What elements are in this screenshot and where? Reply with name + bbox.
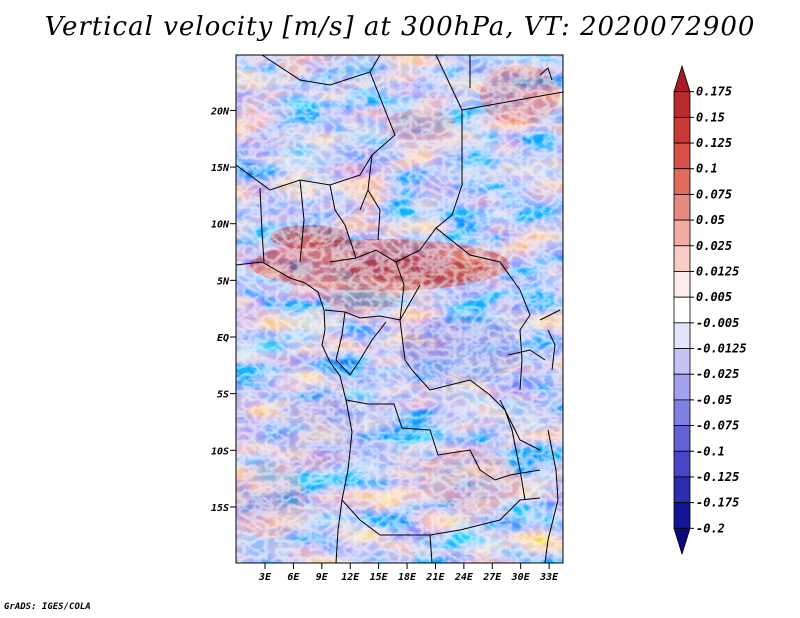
colorbar-label: -0.125 bbox=[696, 470, 739, 484]
colorbar-label: -0.1 bbox=[696, 444, 725, 458]
country-borders bbox=[236, 55, 563, 563]
lat-label: EQ bbox=[217, 333, 229, 344]
colorbar-swatch bbox=[673, 91, 691, 118]
colorbar-label: 0.175 bbox=[696, 85, 732, 99]
colorbar-label: 0.1 bbox=[696, 162, 718, 176]
colorbar-swatch bbox=[673, 373, 691, 401]
colorbar-swatch bbox=[673, 348, 691, 375]
colorbar-swatch bbox=[673, 502, 691, 529]
lon-label: 30E bbox=[511, 572, 531, 583]
lon-label: 6E bbox=[287, 572, 300, 583]
lon-label: 3E bbox=[258, 572, 272, 583]
colorbar-label: -0.005 bbox=[696, 316, 739, 330]
map-title: Vertical velocity [m/s] at 300hPa, VT: 2… bbox=[44, 12, 756, 42]
latitude-axis: 20N 15N 10N 5N EQ 5S 10S 15S bbox=[210, 106, 236, 514]
lon-label: 33E bbox=[539, 572, 559, 583]
colorbar-label: 0.005 bbox=[696, 290, 732, 304]
lon-label: 18E bbox=[398, 572, 417, 583]
lon-label: 12E bbox=[341, 572, 360, 583]
colorbar-label: 0.0125 bbox=[696, 264, 739, 278]
colorbar-swatch bbox=[673, 219, 691, 247]
colorbar-label: -0.05 bbox=[696, 393, 732, 407]
colorbar-label: 0.075 bbox=[696, 187, 732, 201]
colorbar-label: 0.05 bbox=[696, 213, 725, 227]
colorbar-swatch bbox=[673, 425, 691, 452]
colorbar-swatch bbox=[673, 64, 691, 93]
lon-label: 9E bbox=[316, 572, 329, 583]
colorbar-swatch bbox=[673, 142, 691, 170]
lat-label: 15S bbox=[211, 503, 229, 514]
colorbar-label: 0.125 bbox=[696, 136, 732, 150]
colorbar-label: 0.025 bbox=[696, 239, 732, 253]
colorbar-swatch bbox=[673, 527, 691, 556]
colorbar-label: 0.15 bbox=[696, 110, 725, 124]
colorbar-swatch bbox=[673, 194, 691, 221]
colorbar-swatch bbox=[673, 450, 691, 478]
grads-credit: GrADS: IGES/COLA bbox=[4, 602, 91, 612]
colorbar-swatch bbox=[673, 322, 691, 349]
longitude-axis: 3E 6E 9E 12E 15E 18E 21E 24E 27E 30E 33E bbox=[258, 563, 559, 583]
lat-label: 20N bbox=[210, 106, 230, 117]
lat-label: 5N bbox=[217, 276, 230, 287]
lon-label: 24E bbox=[454, 572, 474, 583]
colorbar-label: -0.0125 bbox=[696, 342, 747, 356]
colorbar-swatch bbox=[673, 116, 691, 144]
map-frame bbox=[235, 54, 564, 564]
colorbar-swatch bbox=[673, 476, 691, 504]
colorbar-swatch bbox=[673, 296, 691, 324]
colorbar-label: -0.175 bbox=[696, 496, 739, 510]
map-field bbox=[236, 55, 563, 563]
lon-label: 27E bbox=[482, 572, 502, 583]
colorbar-swatch bbox=[673, 168, 691, 195]
colorbar-swatch bbox=[673, 399, 691, 426]
colorbar-swatch bbox=[673, 245, 691, 272]
lat-label: 5S bbox=[217, 390, 229, 401]
lat-label: 10N bbox=[211, 220, 230, 231]
lon-label: 21E bbox=[425, 572, 445, 583]
colorbar-swatch bbox=[673, 271, 691, 298]
colorbar-label: -0.075 bbox=[696, 419, 739, 433]
lon-label: 15E bbox=[370, 572, 389, 583]
lat-label: 15N bbox=[211, 163, 230, 174]
colorbar-label: -0.025 bbox=[696, 367, 739, 381]
colorbar-label: -0.2 bbox=[696, 521, 725, 535]
lat-label: 10S bbox=[211, 446, 229, 457]
colorbar: 0.175 0.15 0.125 0.1 0.075 0.05 0.025 0.0125 0.0… bbox=[673, 64, 747, 556]
